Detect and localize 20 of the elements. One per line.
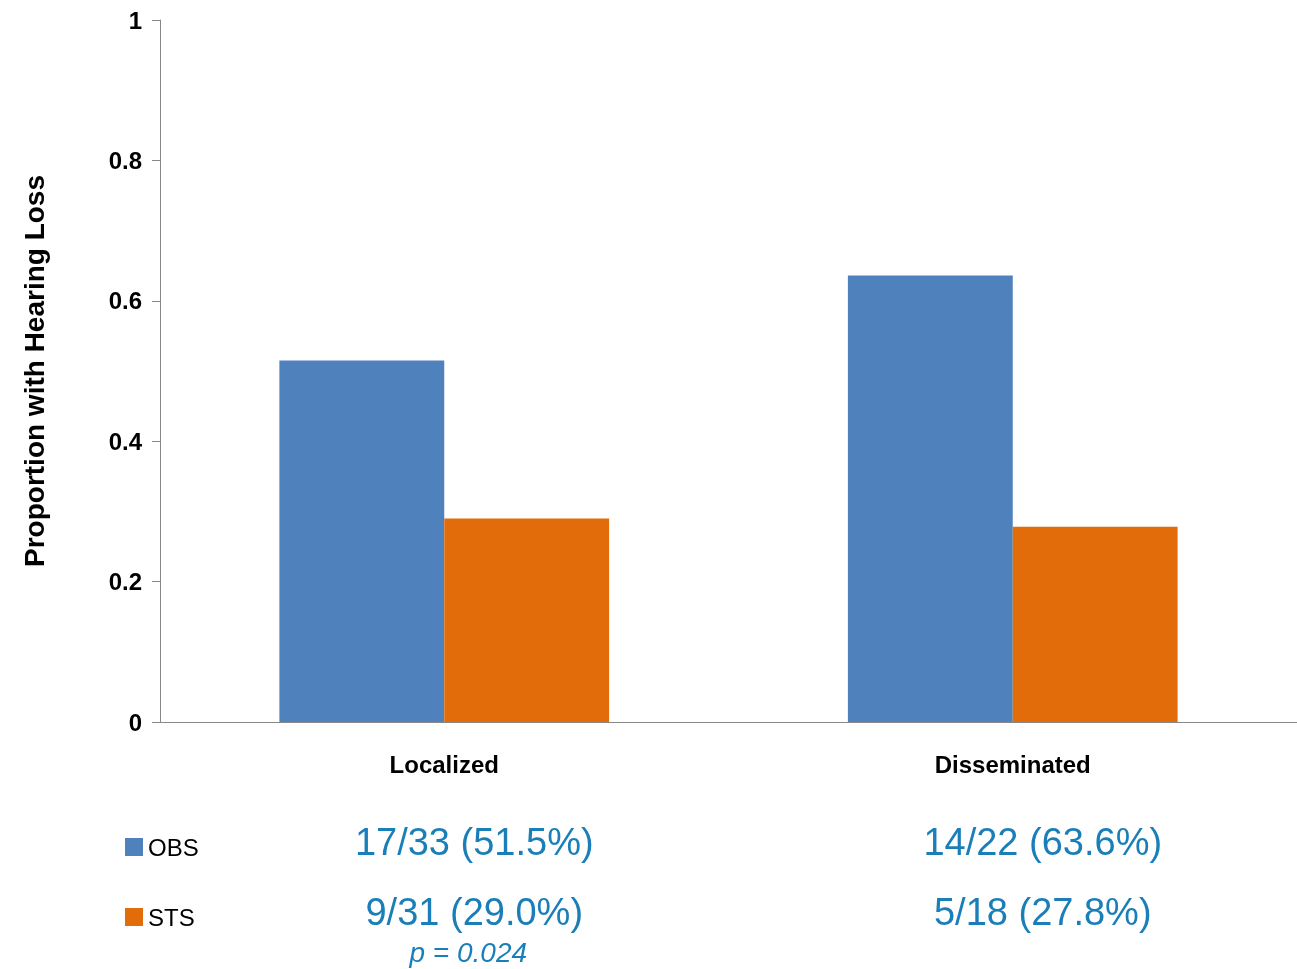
y-tick-label: 0 — [128, 708, 142, 736]
x-tick-label: Localized — [389, 750, 499, 778]
bar — [444, 518, 610, 722]
y-tick-label: 0.4 — [108, 427, 143, 455]
text: p = 0.024 — [408, 936, 528, 968]
y-tick-label: 0.2 — [108, 568, 142, 596]
legend-label: OBS — [148, 833, 199, 861]
data-label: 9/31 (29.0%) — [365, 891, 584, 933]
bar — [1012, 526, 1178, 722]
data-label: 14/22 (63.6%) — [923, 821, 1163, 863]
legend-label: STS — [148, 903, 195, 931]
data-label: 5/18 (27.8%) — [933, 891, 1152, 933]
x-tick-label: Disseminated — [934, 750, 1091, 778]
bar — [847, 275, 1013, 722]
y-tick-label: 1 — [128, 6, 142, 34]
y-axis-title: Proportion with Hearing Loss — [18, 174, 50, 568]
y-tick-label: 0.6 — [108, 287, 142, 315]
bar — [279, 360, 445, 722]
data-label: 17/33 (51.5%) — [354, 821, 594, 863]
y-tick-label: 0.8 — [108, 146, 142, 174]
